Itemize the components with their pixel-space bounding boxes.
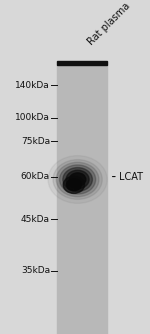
Ellipse shape — [48, 156, 107, 203]
Text: LCAT: LCAT — [119, 172, 143, 182]
Text: 35kDa: 35kDa — [21, 266, 50, 275]
Text: 140kDa: 140kDa — [15, 81, 50, 90]
Text: 45kDa: 45kDa — [21, 215, 50, 224]
Bar — [57, 61, 107, 65]
Text: 75kDa: 75kDa — [21, 137, 50, 146]
Ellipse shape — [56, 162, 99, 197]
Ellipse shape — [60, 165, 96, 194]
Ellipse shape — [69, 173, 86, 186]
Ellipse shape — [66, 170, 89, 189]
Ellipse shape — [63, 176, 85, 193]
Text: 100kDa: 100kDa — [15, 113, 50, 122]
Text: Rat plasma: Rat plasma — [85, 1, 132, 47]
Ellipse shape — [63, 168, 92, 191]
Ellipse shape — [66, 179, 81, 191]
Text: 60kDa: 60kDa — [21, 172, 50, 181]
Ellipse shape — [53, 160, 102, 199]
Bar — [57, 65, 107, 334]
